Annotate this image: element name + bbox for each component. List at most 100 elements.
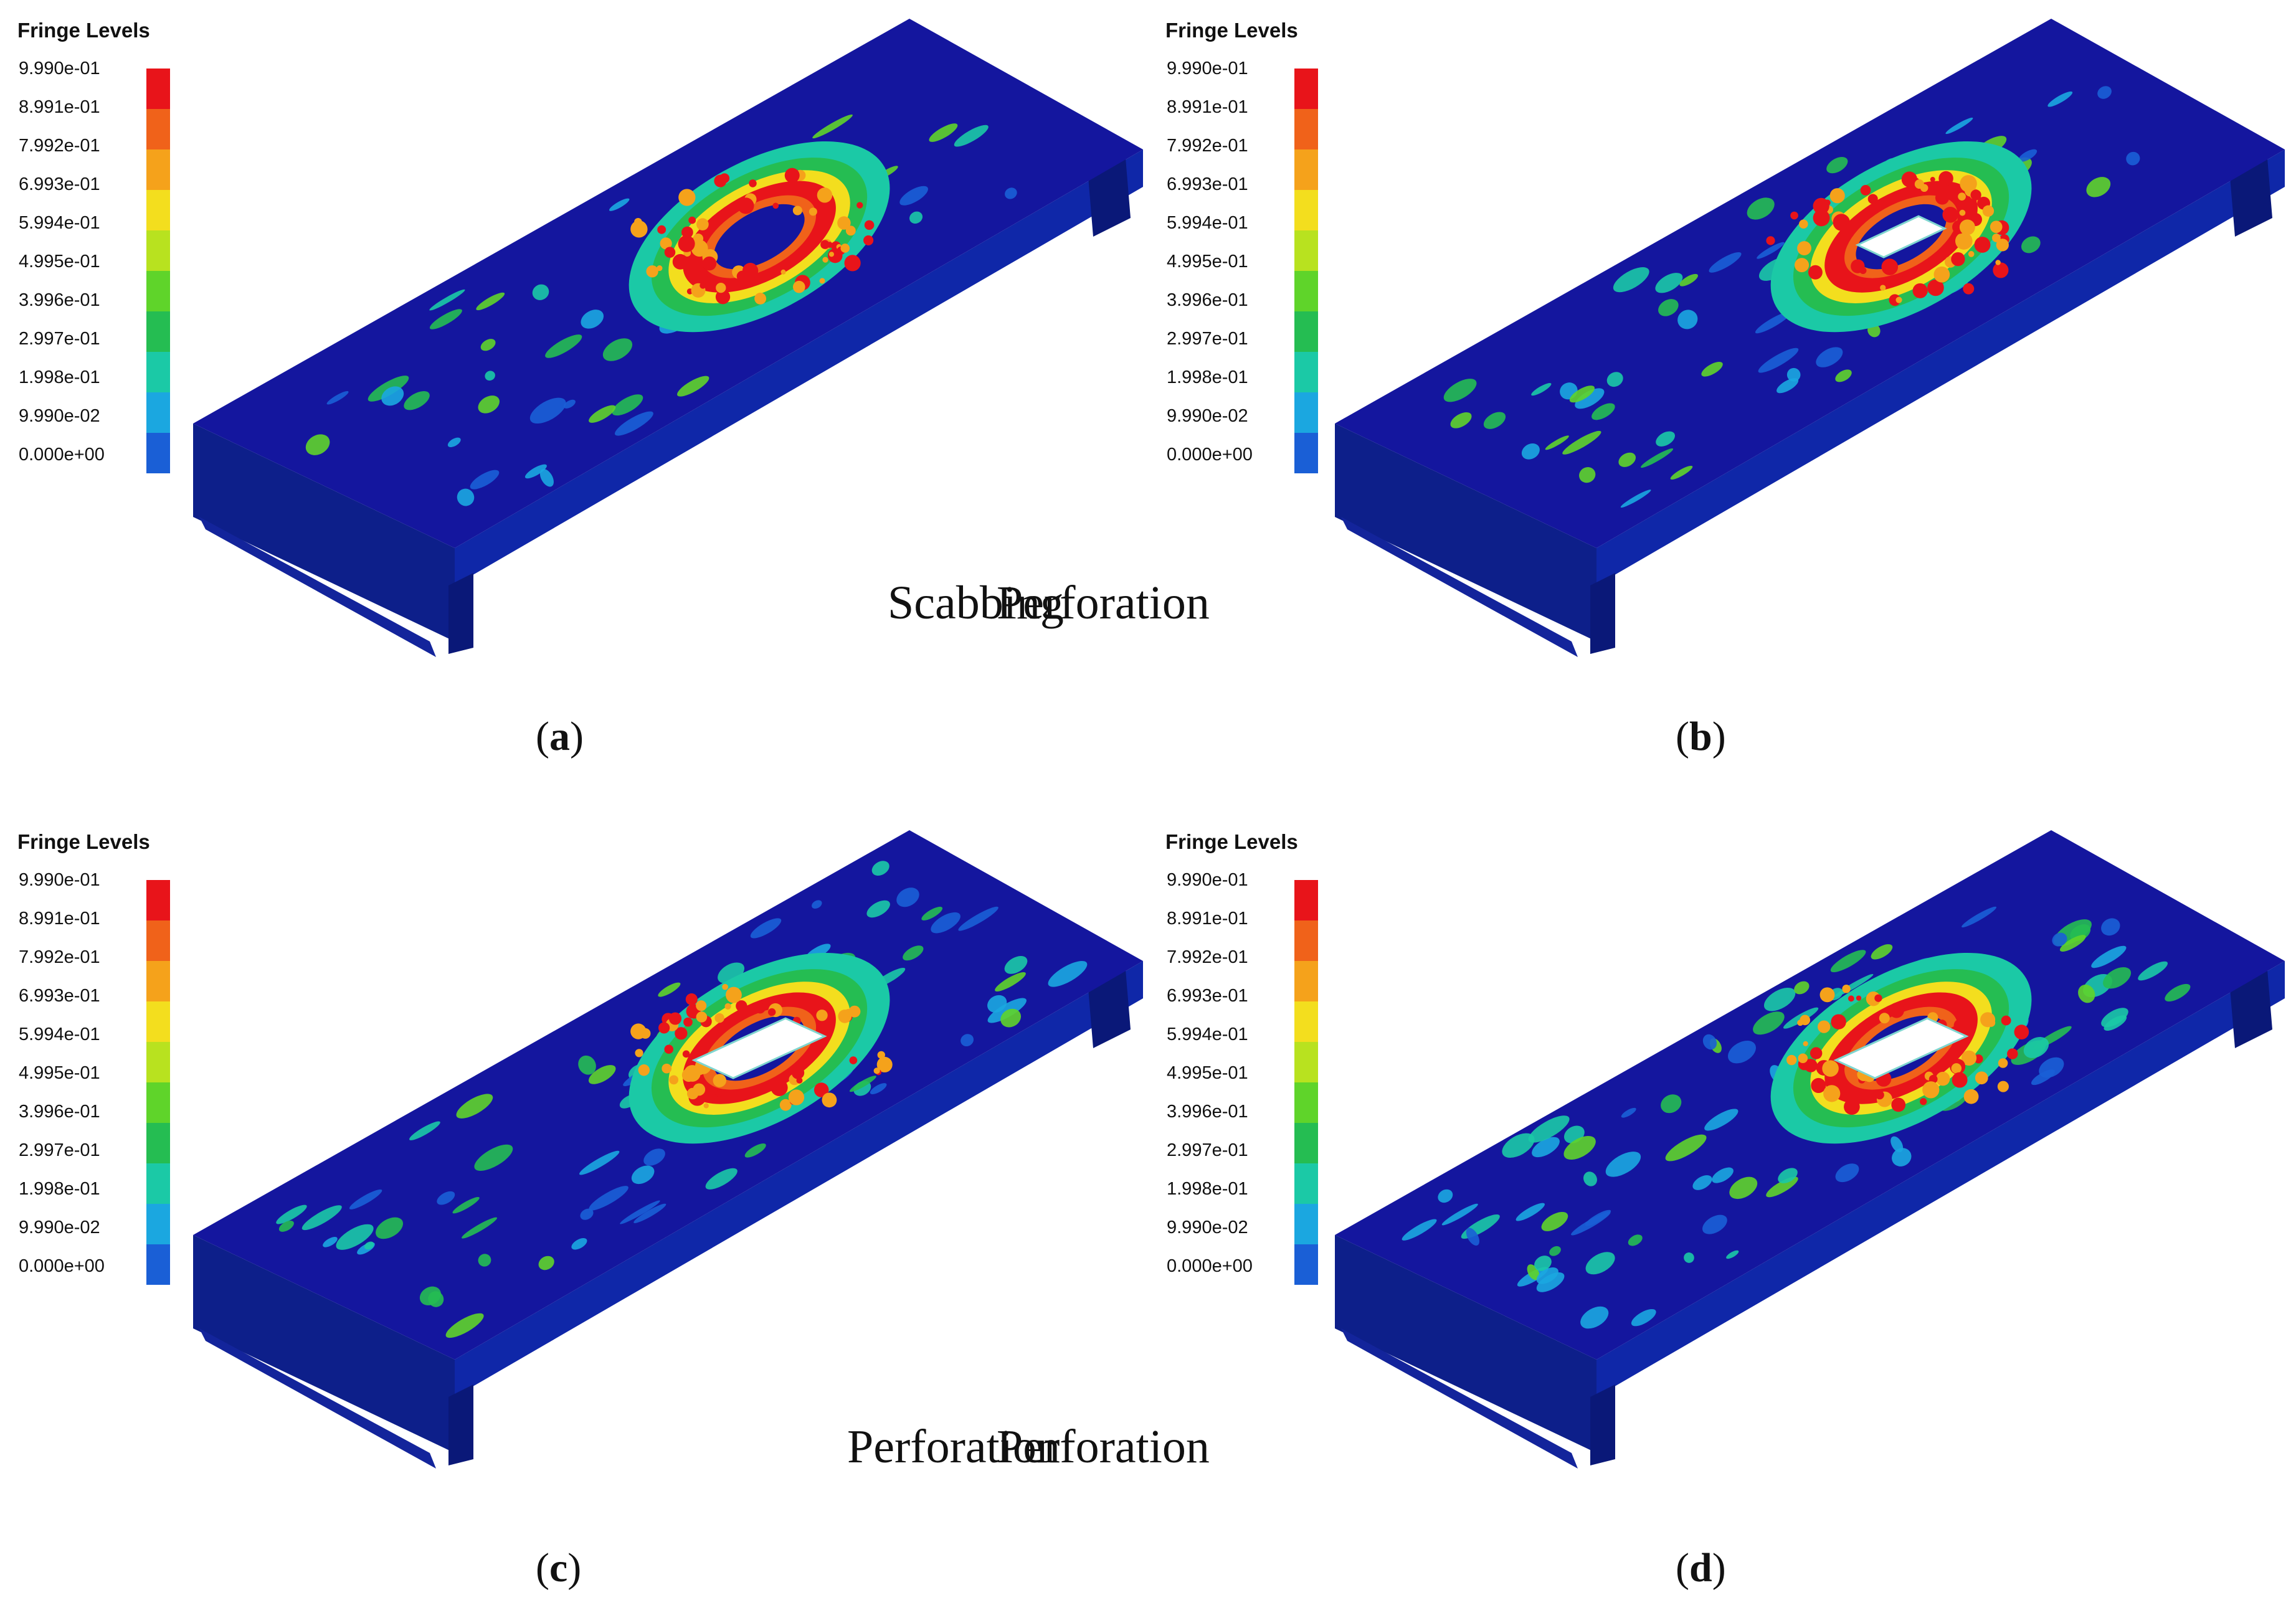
damage-speckle [1848,995,1854,1002]
damage-patch [620,1200,660,1224]
damage-patch [849,1076,876,1092]
legend-level-label: 6.993e-01 [1167,986,1248,1006]
damage-speckle [1808,265,1823,280]
damage-patch [524,464,547,479]
legend-color-swatch [146,271,170,311]
damage-patch [1532,1137,1560,1158]
legend-color-swatch [146,149,170,190]
panel-caption: (c) [536,1545,581,1592]
damage-speckle [1970,189,1981,201]
damage-speckle [658,1022,670,1034]
damage-patch [1613,267,1649,293]
damage-patch [1483,412,1506,429]
legend-level-label: 8.991e-01 [1167,909,1248,929]
damage-patch [1701,361,1723,377]
damage-speckle [714,174,727,187]
damage-patch [1835,369,1852,382]
caption-letter: c [549,1545,568,1591]
damage-speckle [1959,219,1975,235]
damage-speckle [1833,214,1850,231]
plate-side-edge [455,149,1143,585]
damage-patch [1786,367,1801,382]
damage-speckle [817,187,833,203]
caption-letter: a [549,714,570,759]
legend-color-swatch [1294,1082,1318,1123]
damage-speckle [724,1003,731,1010]
damage-speckle [848,1005,861,1018]
damage-patch [2091,945,2127,968]
damage-patch [1871,944,1893,960]
damage-patch [1684,1252,1694,1263]
failure-mode-label: Scabbing [888,577,1064,629]
damage-patch [658,982,681,997]
plate-front-edge [193,423,455,641]
legend-color-swatch [1294,1042,1318,1082]
legend-level-label: 2.997e-01 [19,1140,100,1160]
damage-patch [428,1291,444,1307]
damage-speckle [1889,1003,1904,1018]
caption-letter: d [1689,1545,1712,1591]
damage-speckle [784,168,800,183]
damage-speckle [1921,999,1928,1007]
damage-patch [437,1191,455,1205]
damage-speckle [1910,269,1919,278]
legend-color-swatch [146,392,170,433]
legend-title: Fringe Levels [17,830,150,853]
damage-speckle [683,1017,693,1027]
damage-patch [2021,236,2041,253]
legend-colorbar [146,69,170,473]
legend-level-label: 2.997e-01 [19,329,100,349]
caption-paren-close: ) [567,1545,582,1591]
legend-level-label: 0.000e+00 [19,1256,105,1276]
damage-patch [1563,1135,1596,1160]
damage-speckle [664,1044,674,1054]
damage-patch [326,391,349,405]
damage-speckle [779,1099,792,1111]
damage-patch [1890,1136,1904,1153]
plate-damage-contour [193,830,1143,1469]
damage-speckle [1895,296,1902,303]
girder-flange [1341,517,1578,657]
damage-speckle [780,269,786,275]
damage-speckle [1920,1098,1927,1105]
damage-patch [445,1313,484,1338]
damage-speckle [686,1087,699,1100]
damage-patch [545,334,582,358]
legend-color-swatch [146,1082,170,1123]
damage-patch [1441,1203,1478,1226]
damage-speckle [1803,1041,1808,1046]
damage-speckle [682,1050,690,1058]
damage-patch [364,1241,374,1250]
damage-speckle [1795,258,1810,273]
legend-color-swatch [1294,1001,1318,1042]
damage-speckle [726,987,742,1003]
damage-speckle [662,1063,672,1074]
damage-speckle [1997,1081,2009,1092]
damage-patch [1536,1267,1558,1284]
damage-speckle [736,1000,747,1012]
damage-speckle [714,1013,724,1023]
damage-patch [903,945,924,961]
damage-patch [954,125,989,147]
caption-paren-open: ( [1676,714,1689,759]
legend-level-label: 5.994e-01 [1167,1024,1248,1044]
caption-paren-close: ) [569,714,584,759]
damage-speckle [1819,987,1835,1003]
damage-speckle [657,225,667,234]
damage-speckle [1952,1072,1968,1088]
damage-speckle [696,1000,707,1011]
legend-color-swatch [1294,392,1318,433]
damage-speckle [863,235,874,245]
damage-patch [705,1168,738,1190]
damage-patch [589,1186,629,1211]
damage-patch [1758,348,1799,373]
damage-speckle [837,216,851,230]
damage-patch [1816,347,1843,367]
damage-patch [529,397,566,424]
damage-patch [612,394,643,416]
damage-patch [958,906,999,931]
damage-speckle [792,280,805,293]
damage-patch [631,1165,655,1185]
damage-patch [1656,431,1675,447]
damage-patch [602,338,633,361]
